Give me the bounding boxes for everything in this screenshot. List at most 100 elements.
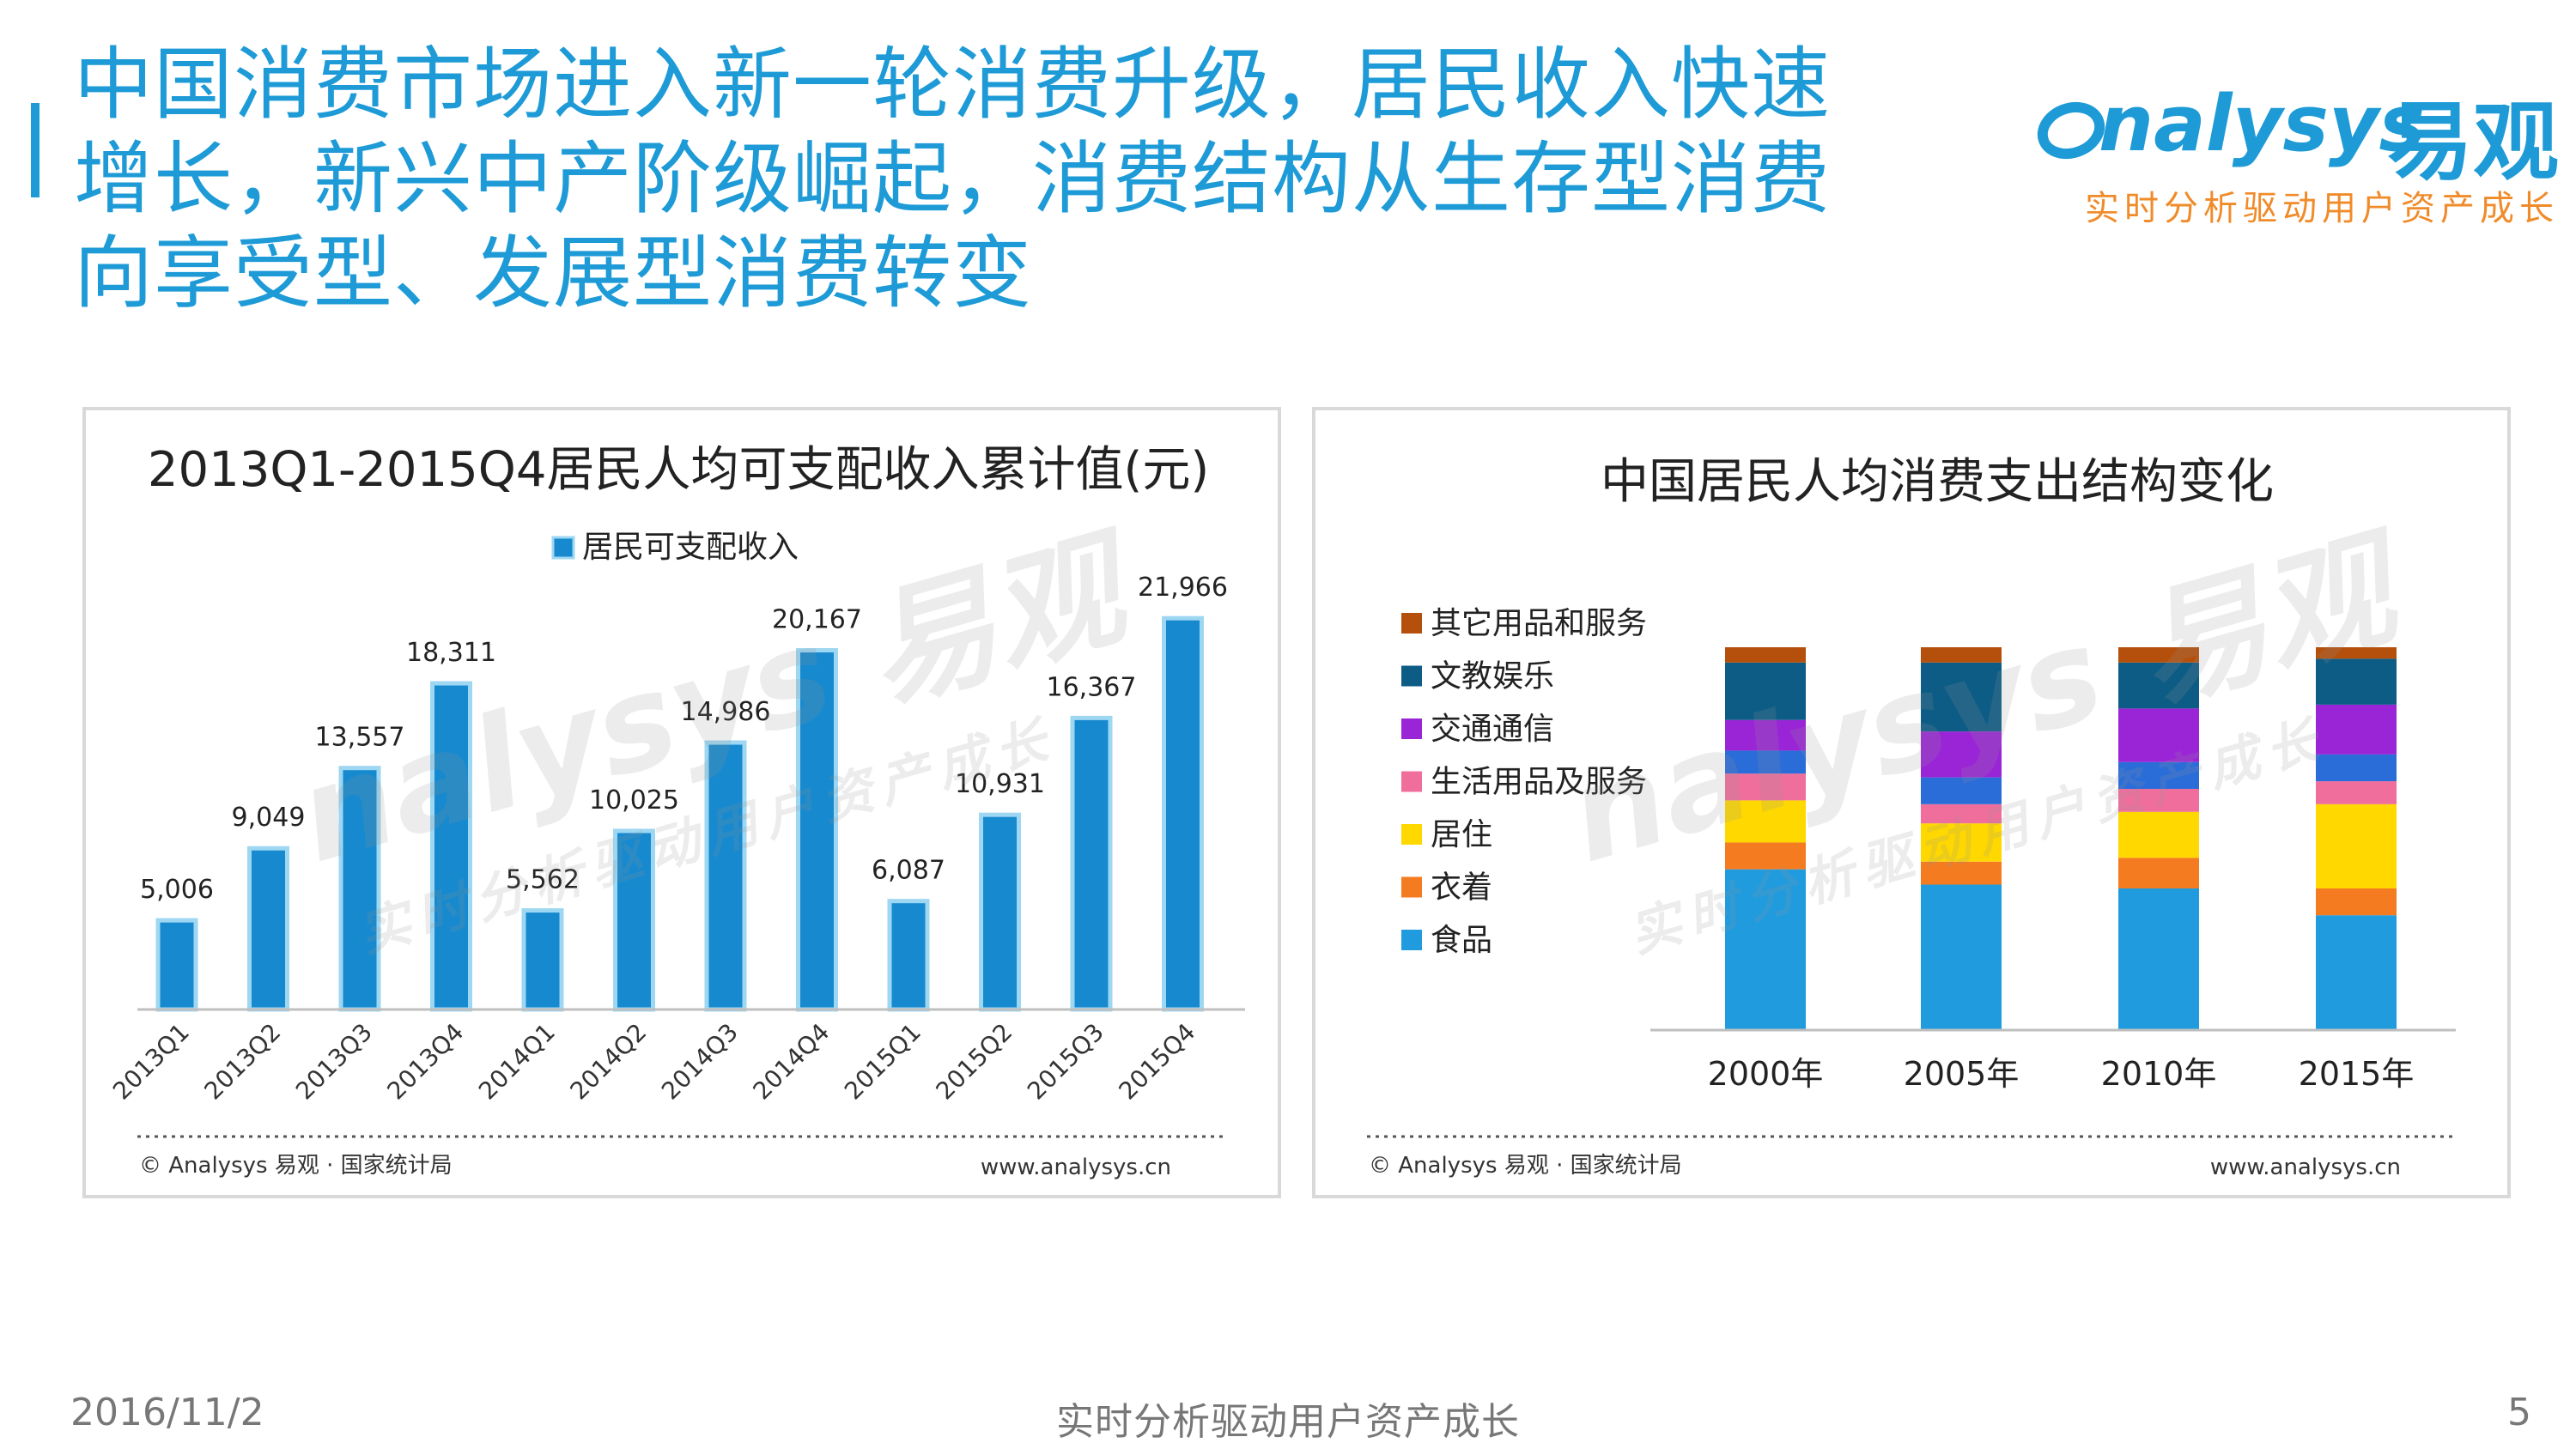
chart2-segment [2316, 888, 2397, 916]
chart2-segment [2316, 754, 2397, 782]
chart1-bar [338, 766, 381, 1012]
chart1-bar [155, 918, 198, 1012]
chart2-segment [2118, 789, 2199, 812]
logo-word: nalysys [2099, 79, 2426, 169]
chart1-tick-label: 2015Q2 [931, 1018, 1018, 1106]
consumption-stacked-chart: 中国居民人均消费支出结构变化 其它用品和服务文教娱乐交通通信生活用品及服务居住衣… [1367, 454, 2458, 1180]
income-chart-panel: 2013Q1-2015Q4居民人均可支配收入累计值(元) 居民可支配收入 5,0… [82, 407, 1281, 1198]
chart2-segment [1921, 823, 2002, 862]
chart1-bar [247, 846, 289, 1012]
chart2-legend-swatch [1401, 930, 1422, 950]
chart2-source: © Analysys 易观 · 国家统计局 [1369, 1153, 1682, 1179]
chart2-legend-label: 其它用品和服务 [1431, 606, 1647, 641]
chart2-legend-label: 文教娱乐 [1431, 659, 1554, 694]
chart2-url: www.analysys.cn [2210, 1155, 2401, 1180]
chart2-segment [2118, 858, 2199, 888]
page-title-line-2: 增长，新兴中产阶级崛起，消费结构从生存型消费 [74, 133, 1832, 225]
chart1-tick-label: 2015Q4 [1114, 1018, 1201, 1106]
chart1-legend-label: 居民可支配收入 [582, 530, 799, 565]
chart1-bar [521, 908, 564, 1012]
chart2-segment [2118, 811, 2199, 858]
chart1-tick-label: 2015Q1 [839, 1018, 927, 1106]
chart1-bar [1162, 615, 1204, 1012]
chart2-segment [2118, 708, 2199, 762]
chart2-legend-swatch [1401, 824, 1422, 845]
chart2-segment [2118, 662, 2199, 709]
chart2-legend-swatch [1401, 876, 1422, 898]
chart1-bar [430, 681, 472, 1012]
chart2-legend-label: 衣着 [1431, 870, 1492, 906]
chart1-bar [704, 740, 747, 1012]
chart1-title: 2013Q1-2015Q4居民人均可支配收入累计值(元) [148, 442, 1209, 498]
chart1-legend-swatch [551, 536, 575, 560]
title-accent-bar [31, 103, 39, 197]
chart2-legend-swatch [1401, 771, 1422, 792]
chart1-tick-label: 2015Q3 [1022, 1018, 1109, 1106]
chart1-bar [796, 648, 838, 1012]
chart2-tick-label: 2015年 [2299, 1055, 2415, 1093]
chart2-segment [2316, 803, 2397, 888]
logo-slogan: 实时分析驱动用户资产成长 [2085, 189, 2559, 228]
chart1-tick-label: 2014Q1 [473, 1018, 561, 1106]
chart2-segment [2316, 647, 2397, 659]
chart1-value-label: 21,966 [1138, 573, 1228, 603]
chart2-segment [1725, 647, 1806, 663]
chart1-tick-label: 2013Q1 [107, 1018, 195, 1106]
chart2-segment [1725, 719, 1806, 751]
footer-slogan: 实时分析驱动用户资产成长 [1056, 1400, 1520, 1444]
logo-chinese: 易观 [2387, 92, 2559, 192]
chart2-legend-swatch [1401, 665, 1422, 687]
chart1-tick-label: 2014Q2 [565, 1018, 653, 1106]
chart1-tick-label: 2013Q4 [382, 1018, 470, 1106]
chart2-segment [2118, 888, 2199, 1030]
chart2-legend-label: 居住 [1431, 817, 1492, 852]
chart1-value-label: 10,931 [955, 769, 1045, 799]
chart1-value-label: 18,311 [406, 638, 496, 668]
income-bar-chart: 2013Q1-2015Q4居民人均可支配收入累计值(元) 居民可支配收入 5,0… [107, 442, 1245, 1180]
chart2-segment [1725, 773, 1806, 801]
chart1-bar [1070, 715, 1113, 1012]
chart1-tick-label: 2014Q4 [748, 1018, 835, 1106]
chart2-segment [1725, 662, 1806, 720]
chart2-legend-swatch [1401, 718, 1422, 739]
chart2-segment [1725, 842, 1806, 870]
chart2-segment [2316, 658, 2397, 705]
chart2-segment [2118, 761, 2199, 790]
chart2-segment [1921, 777, 2002, 804]
chart2-segment [1921, 803, 2002, 824]
chart2-segment [2118, 647, 2199, 663]
footer-date: 2016/11/2 [70, 1391, 264, 1434]
chart2-segment [2316, 704, 2397, 755]
chart1-value-label: 13,557 [315, 723, 405, 753]
chart1-url: www.analysys.cn [981, 1155, 1171, 1180]
chart2-legend-label: 食品 [1431, 923, 1492, 958]
chart1-tick-label: 2013Q3 [290, 1018, 378, 1106]
chart1-bar [613, 828, 655, 1012]
chart2-legend-label: 生活用品及服务 [1431, 765, 1647, 800]
chart2-segment [1921, 884, 2002, 1030]
analysys-logo: nalysys 易观 实时分析驱动用户资产成长 [2037, 79, 2559, 233]
chart1-bar [887, 899, 930, 1012]
chart2-legend-label: 交通通信 [1431, 712, 1554, 747]
chart2-segment [2316, 781, 2397, 804]
chart1-source: © Analysys 易观 · 国家统计局 [139, 1153, 453, 1179]
chart1-value-label: 10,025 [589, 785, 679, 815]
chart1-value-label: 9,049 [232, 803, 306, 833]
chart1-value-label: 16,367 [1047, 672, 1137, 702]
chart2-segment [1921, 731, 2002, 778]
chart1-tick-label: 2013Q2 [199, 1018, 287, 1106]
chart2-title: 中国居民人均消费支出结构变化 [1601, 454, 2274, 510]
chart1-bar [979, 812, 1021, 1012]
chart2-segment [2316, 915, 2397, 1030]
consumption-chart-panel: 中国居民人均消费支出结构变化 其它用品和服务 文教娱乐交通通信生活用品及服务 居住衣… [1312, 407, 2511, 1198]
chart2-tick-label: 2010年 [2101, 1055, 2217, 1093]
chart2-segment [1921, 647, 2002, 663]
chart2-segment [1921, 662, 2002, 732]
chart1-value-label: 5,006 [140, 875, 214, 905]
chart2-segment [1725, 750, 1806, 774]
chart1-tick-label: 2014Q3 [656, 1018, 744, 1106]
page-number: 5 [2507, 1391, 2531, 1434]
chart1-value-label: 20,167 [772, 605, 862, 635]
chart2-tick-label: 2005年 [1904, 1055, 2020, 1093]
chart2-legend-swatch [1401, 613, 1422, 634]
